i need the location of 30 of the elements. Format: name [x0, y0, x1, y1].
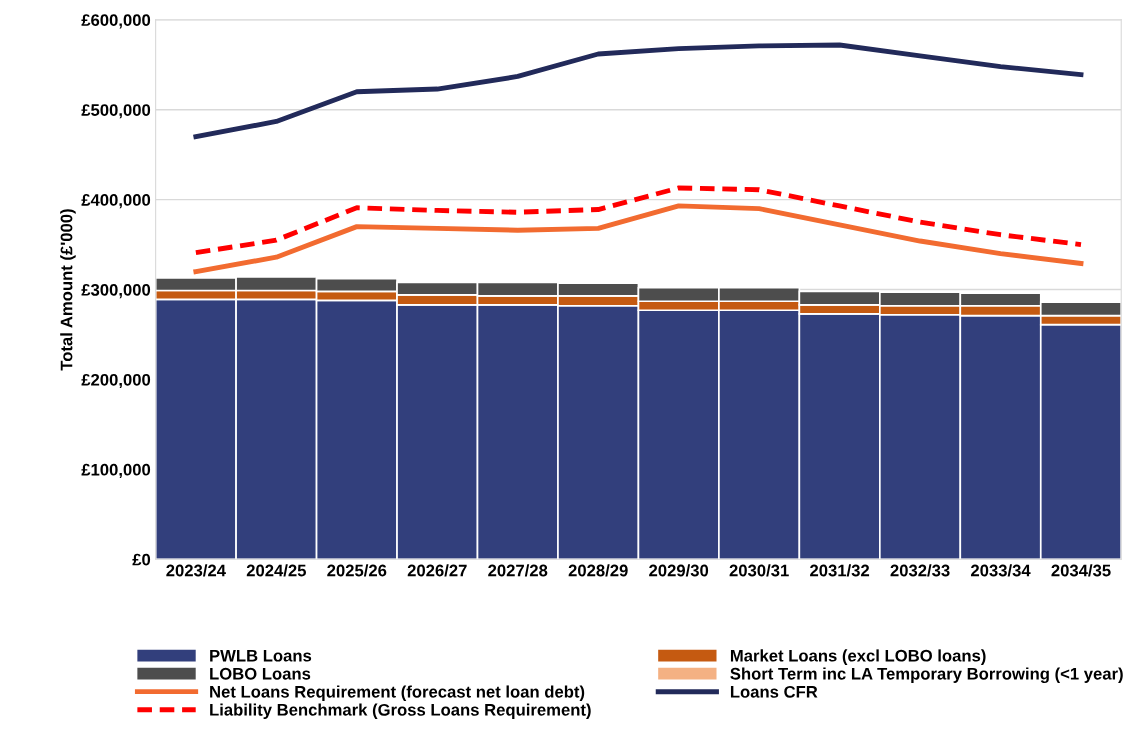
legend-label: LOBO Loans	[210, 667, 311, 680]
y-tick-label: £200,000	[81, 373, 151, 389]
y-tick-label: £0	[132, 553, 151, 566]
legend-label: Market Loans (excl LOBO loans)	[730, 649, 986, 665]
y-tick-label: £400,000	[81, 194, 151, 209]
x-tick-label: 2028/29	[568, 564, 628, 577]
y-tick-label: £100,000	[81, 463, 151, 479]
line-series	[193, 203, 1084, 275]
legend-label: Short Term inc LA Temporary Borrowing (<1 year)	[730, 667, 1123, 683]
x-tick-label: 2030/31	[729, 564, 789, 577]
y-tick-label: £500,000	[81, 104, 151, 119]
x-tick-label: 2027/28	[488, 564, 548, 577]
x-tick-label: 2026/27	[407, 564, 467, 577]
x-tick-label: 2033/34	[970, 564, 1031, 577]
x-tick-label: 2032/33	[890, 564, 950, 577]
x-tick-label: 2029/30	[649, 564, 709, 577]
x-tick-label: 2023/24	[166, 564, 226, 577]
x-tick-label: 2031/32	[810, 564, 870, 577]
line-series	[193, 42, 1084, 140]
x-tick-label: 2024/25	[246, 564, 306, 577]
line-series	[193, 185, 1084, 256]
legend-label: Liability Benchmark (Gross Loans Requirement)	[210, 703, 591, 719]
y-tick-label: £600,000	[81, 14, 151, 29]
x-tick-label: 2034/35	[1051, 564, 1111, 577]
legend-label: PWLB Loans	[210, 649, 312, 662]
legend-label: Net Loans Requirement (forecast net loan debt)	[210, 685, 585, 701]
legend-label: Loans CFR	[730, 685, 818, 698]
y-axis-title: Total Amount (£'000)	[60, 209, 76, 371]
y-tick-label: £300,000	[81, 283, 151, 299]
x-tick-label: 2025/26	[327, 564, 387, 577]
